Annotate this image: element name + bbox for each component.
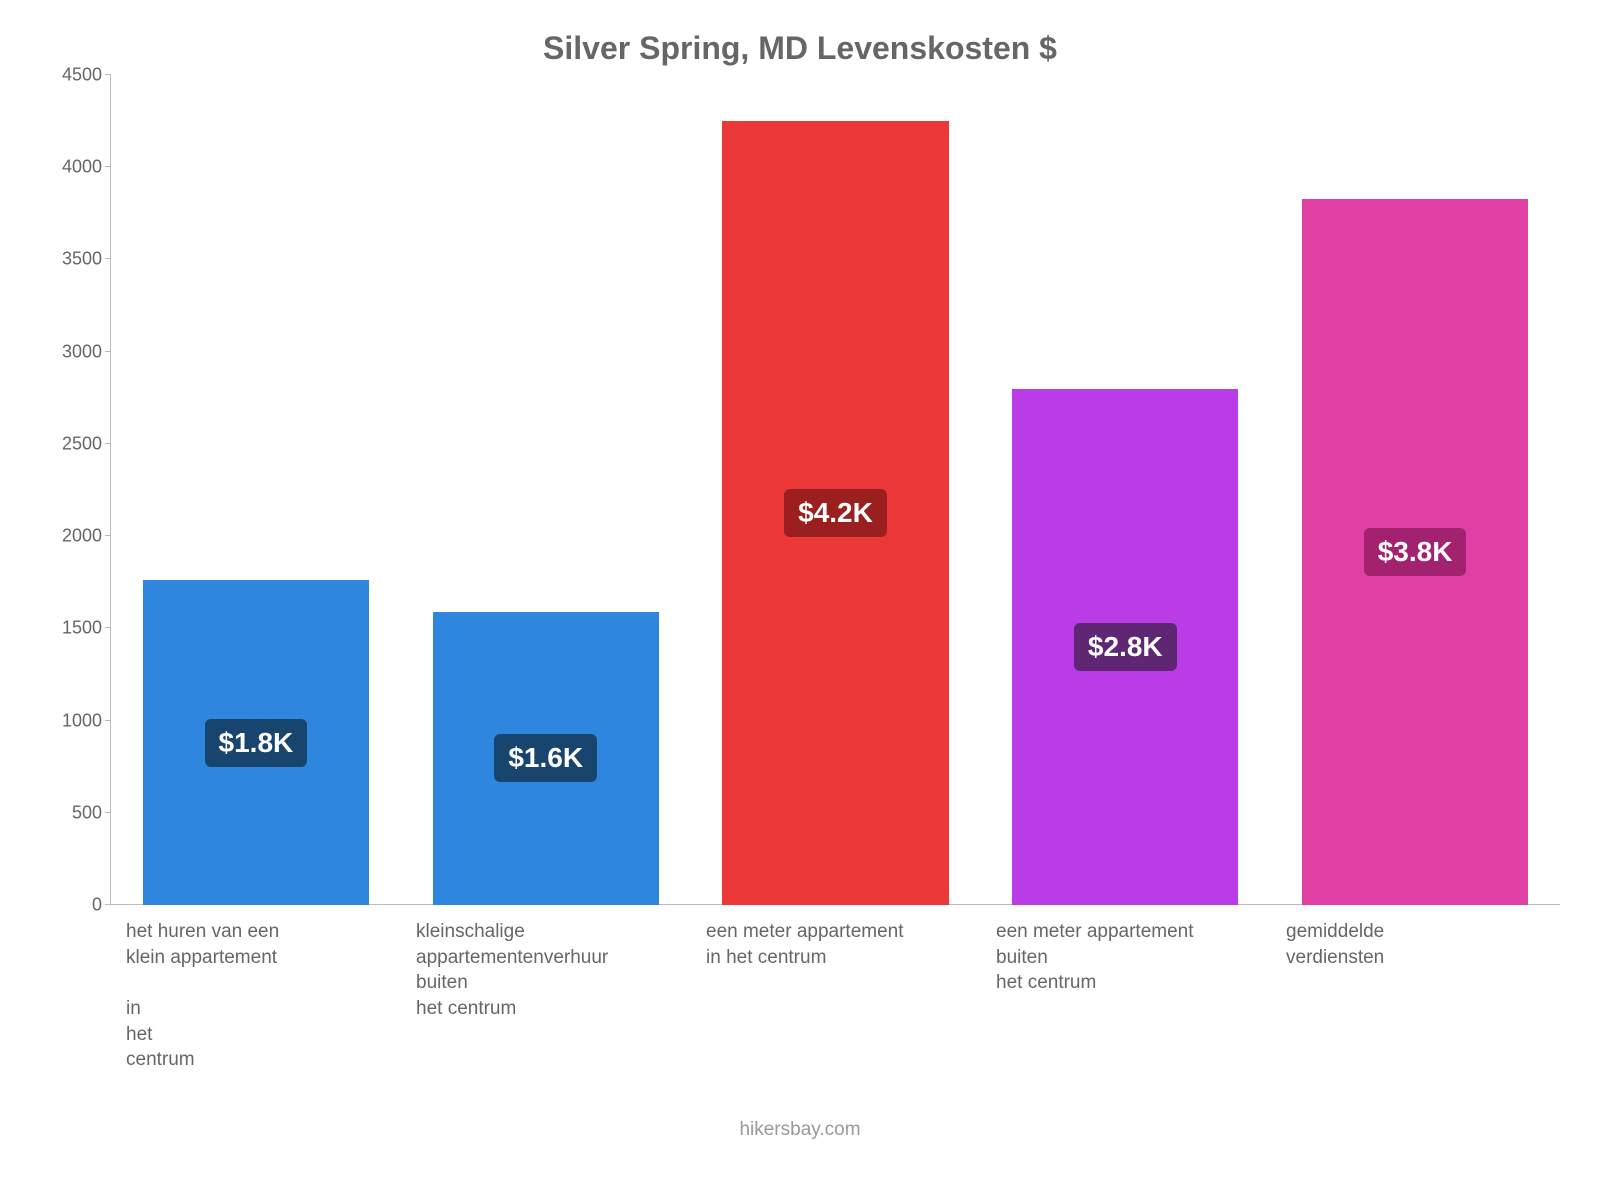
- y-tick-label: 4000: [42, 157, 102, 178]
- x-label: kleinschalige appartementenverhuur buite…: [416, 919, 656, 1022]
- bar: $1.6K: [433, 612, 659, 905]
- x-label-slot: kleinschalige appartementenverhuur buite…: [400, 919, 690, 1073]
- x-label: het huren van een klein appartement in h…: [126, 919, 366, 1073]
- bar-slot: $3.8K: [1270, 75, 1560, 905]
- bar-value-badge: $1.6K: [494, 734, 597, 782]
- y-tick-mark: [105, 812, 111, 813]
- bar-value-badge: $3.8K: [1364, 528, 1467, 576]
- y-tick-mark: [105, 627, 111, 628]
- y-tick-label: 2500: [42, 433, 102, 454]
- y-tick-label: 1500: [42, 618, 102, 639]
- y-tick-label: 2000: [42, 526, 102, 547]
- bar: $4.2K: [722, 121, 948, 905]
- x-label: een meter appartement buiten het centrum: [996, 919, 1236, 996]
- y-tick-mark: [105, 443, 111, 444]
- cost-of-living-chart: Silver Spring, MD Levenskosten $ 0 500 100…: [0, 0, 1600, 1200]
- y-tick-mark: [105, 535, 111, 536]
- y-axis: 050010001500200025003000350040004500: [40, 75, 110, 905]
- plot-row: 050010001500200025003000350040004500 $1.…: [40, 75, 1560, 905]
- chart-title: Silver Spring, MD Levenskosten $: [40, 30, 1560, 67]
- chart-footer: hikersbay.com: [40, 1119, 1560, 1141]
- x-label-slot: een meter appartement buiten het centrum: [980, 919, 1270, 1073]
- y-tick-label: 3000: [42, 341, 102, 362]
- y-tick-label: 4500: [42, 65, 102, 86]
- y-tick-label: 3500: [42, 249, 102, 270]
- bar-slot: $1.8K: [111, 75, 401, 905]
- y-tick-mark: [105, 904, 111, 905]
- bar: $1.8K: [143, 580, 369, 905]
- x-label-slot: gemiddelde verdiensten: [1270, 919, 1560, 1073]
- bars-container: $1.8K $1.6K $4.2K $2.8K $3.8K: [111, 75, 1560, 905]
- bar-slot: $1.6K: [401, 75, 691, 905]
- x-label: een meter appartement in het centrum: [706, 919, 946, 970]
- bar-slot: $4.2K: [691, 75, 981, 905]
- y-tick-label: 0: [42, 895, 102, 916]
- y-tick-mark: [105, 74, 111, 75]
- x-label-slot: het huren van een klein appartement in h…: [110, 919, 400, 1073]
- x-axis-row: het huren van een klein appartement in h…: [40, 919, 1560, 1073]
- y-tick-mark: [105, 166, 111, 167]
- y-tick-mark: [105, 720, 111, 721]
- bar: $3.8K: [1302, 199, 1528, 905]
- bar-slot: $2.8K: [980, 75, 1270, 905]
- bar-value-badge: $2.8K: [1074, 623, 1177, 671]
- x-axis-spacer: [40, 919, 110, 1073]
- x-label: gemiddelde verdiensten: [1286, 919, 1526, 970]
- bar: $2.8K: [1012, 389, 1238, 905]
- bar-value-badge: $1.8K: [205, 719, 308, 767]
- bar-value-badge: $4.2K: [784, 489, 887, 537]
- plot-area: $1.8K $1.6K $4.2K $2.8K $3.8K: [110, 75, 1560, 905]
- y-tick-label: 1000: [42, 710, 102, 731]
- y-tick-mark: [105, 258, 111, 259]
- x-label-slot: een meter appartement in het centrum: [690, 919, 980, 1073]
- y-tick-mark: [105, 351, 111, 352]
- x-labels: het huren van een klein appartement in h…: [110, 919, 1560, 1073]
- y-tick-label: 500: [42, 802, 102, 823]
